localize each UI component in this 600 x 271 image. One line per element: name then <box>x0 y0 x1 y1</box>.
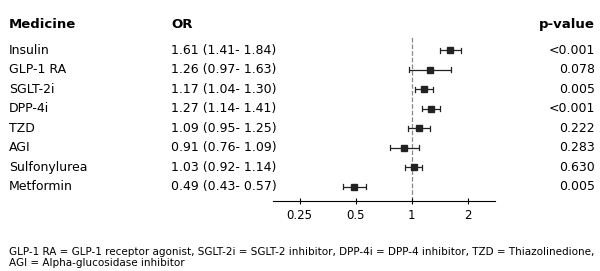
Text: 0.91 (0.76- 1.09): 0.91 (0.76- 1.09) <box>171 141 277 154</box>
Text: GLP-1 RA = GLP-1 receptor agonist, SGLT-2i = SGLT-2 inhibitor, DPP-4i = DPP-4 in: GLP-1 RA = GLP-1 receptor agonist, SGLT-… <box>9 247 595 268</box>
Text: DPP-4i: DPP-4i <box>9 102 49 115</box>
Text: 0.630: 0.630 <box>559 161 595 174</box>
Text: Insulin: Insulin <box>9 44 50 57</box>
Text: 0.005: 0.005 <box>559 180 595 193</box>
Text: TZD: TZD <box>9 122 35 135</box>
Text: 1.27 (1.14- 1.41): 1.27 (1.14- 1.41) <box>171 102 276 115</box>
Text: 0.005: 0.005 <box>559 83 595 96</box>
Text: 0.49 (0.43- 0.57): 0.49 (0.43- 0.57) <box>171 180 277 193</box>
Text: Metformin: Metformin <box>9 180 73 193</box>
Text: OR: OR <box>171 18 193 31</box>
Text: 0.283: 0.283 <box>559 141 595 154</box>
Text: <0.001: <0.001 <box>549 102 595 115</box>
Text: GLP-1 RA: GLP-1 RA <box>9 63 66 76</box>
Text: AGI: AGI <box>9 141 31 154</box>
Text: <0.001: <0.001 <box>549 44 595 57</box>
Text: 0.078: 0.078 <box>559 63 595 76</box>
Text: p-value: p-value <box>539 18 595 31</box>
Text: 1.17 (1.04- 1.30): 1.17 (1.04- 1.30) <box>171 83 277 96</box>
Text: 0.222: 0.222 <box>560 122 595 135</box>
Text: Medicine: Medicine <box>9 18 76 31</box>
Text: 1.03 (0.92- 1.14): 1.03 (0.92- 1.14) <box>171 161 277 174</box>
Text: 1.09 (0.95- 1.25): 1.09 (0.95- 1.25) <box>171 122 277 135</box>
Text: 1.26 (0.97- 1.63): 1.26 (0.97- 1.63) <box>171 63 277 76</box>
Text: 1.61 (1.41- 1.84): 1.61 (1.41- 1.84) <box>171 44 276 57</box>
Text: Sulfonylurea: Sulfonylurea <box>9 161 88 174</box>
Text: SGLT-2i: SGLT-2i <box>9 83 55 96</box>
